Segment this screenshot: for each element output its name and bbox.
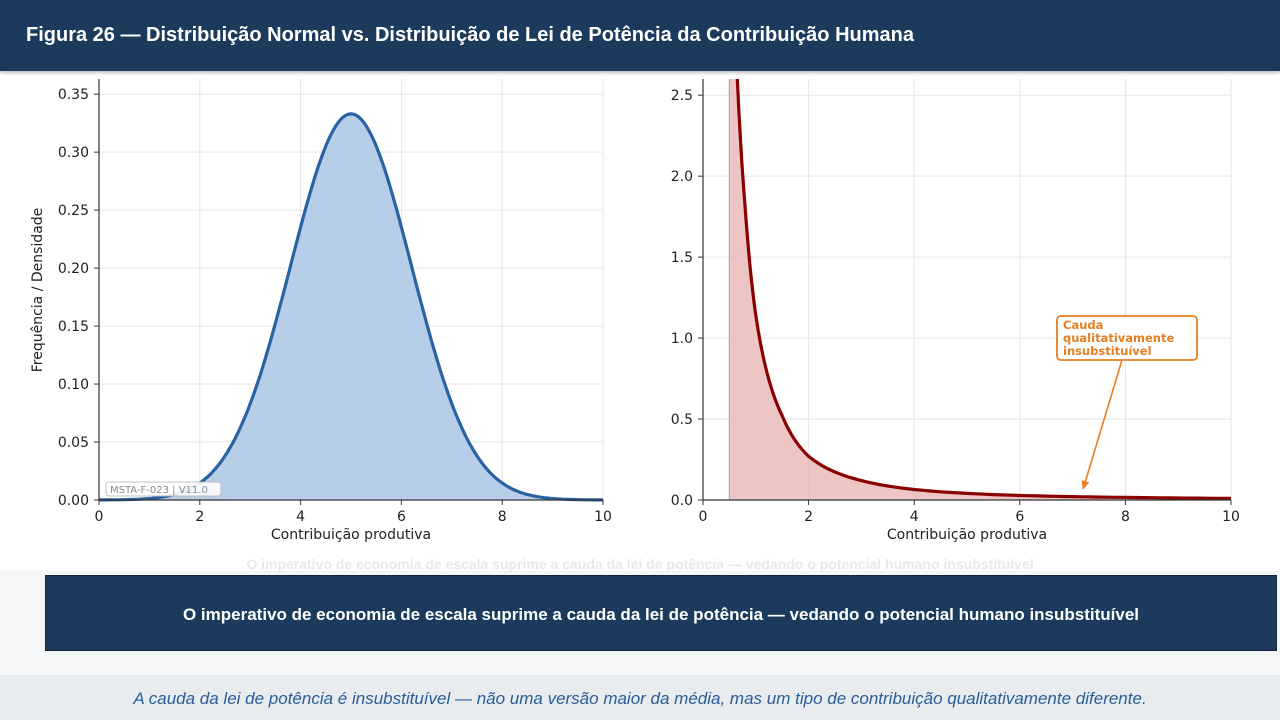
x-axis-label: Contribuição produtiva [887, 527, 1047, 543]
x-tick-label: 10 [1222, 509, 1240, 525]
y-tick-label: 0.20 [58, 261, 89, 277]
power-law-curve-line [735, 78, 1232, 500]
power-law-chart: 0 2 4 6 8 10 0.0 0.5 1.0 1.5 2.0 2.5 Contribuição pr… [671, 78, 1240, 543]
y-tick-label: 0.05 [58, 435, 89, 451]
x-tick-label: 4 [910, 509, 919, 525]
charts-svg: 0 2 4 6 8 100.000.050.100.150.200.250.300.35C… [30, 78, 1240, 543]
x-tick-label: 2 [804, 509, 813, 525]
x-tick-label: 0 [95, 509, 104, 525]
x-axis-label: Contribuição produtiva [271, 527, 431, 543]
y-tick-label: 2.5 [671, 88, 693, 104]
x-tick-label: 10 [594, 509, 612, 525]
conclusion-text: O imperativo de economia de escala supri… [182, 605, 1140, 624]
x-tick-label: 4 [296, 509, 305, 525]
annotation-box [1056, 315, 1198, 361]
y-tick-label: 0.25 [58, 203, 89, 219]
y-tick-label: 1.0 [671, 331, 693, 347]
normal-chart: 0 2 4 6 8 10 0.00 0.05 0.10 0.15 0.20 0.25 0.30 0.35 C… [30, 79, 612, 543]
watermark-box [105, 481, 222, 497]
y-tick-label: 1.5 [671, 250, 693, 266]
y-axis-label: Frequência / Densidade [30, 208, 46, 373]
y-tick-label: 0.35 [58, 87, 89, 103]
annotation-text: qualitativamente [1063, 331, 1174, 345]
annotation-text: Cauda [1063, 318, 1103, 332]
charts-panel: 0 2 4 6 8 10 0.00 0.05 0.10 0.15 0.20 0.25 0.30 0.35 C… [0, 71, 1280, 571]
annotation-text: insubstituível [1063, 344, 1152, 358]
x-tick-label: 0 [699, 509, 708, 525]
watermark: MSTA-F-023 | V11.0 [105, 481, 222, 497]
y-tick-label: 0.00 [58, 493, 89, 509]
x-tick-label: 8 [1121, 509, 1130, 525]
y-tick-label: 2.0 [671, 169, 693, 185]
figure-header: Figura 26 — Distribuição Normal vs. Dist… [0, 0, 1280, 71]
conclusion-banner: O imperativo de economia de escala supri… [45, 575, 1277, 651]
y-tick-label: 0.5 [671, 412, 693, 428]
normal-area-fill [99, 113, 603, 501]
x-tick-label: 6 [1015, 509, 1024, 525]
watermark-text: MSTA-F-023 | V11.0 [110, 485, 208, 496]
y-tick-label: 0.0 [671, 493, 693, 509]
x-tick-label: 8 [498, 509, 507, 525]
y-tick-label: 0.10 [58, 377, 89, 393]
annotation-arrow [1081, 359, 1123, 490]
y-tick-label: 0.30 [58, 145, 89, 161]
footer: A cauda da lei de potência é insubstituí… [0, 675, 1280, 720]
figure-title: Figura 26 — Distribuição Normal vs. Dist… [26, 24, 914, 46]
footer-caption: A cauda da lei de potência é insubstituí… [133, 689, 1147, 708]
x-tick-label: 2 [195, 509, 204, 525]
power-law-area-fill [729, 79, 1231, 500]
y-tick-label: 0.15 [58, 319, 89, 335]
ghost-caption: O imperativo de economia de escala supri… [246, 556, 1034, 572]
x-tick-label: 6 [397, 509, 406, 525]
